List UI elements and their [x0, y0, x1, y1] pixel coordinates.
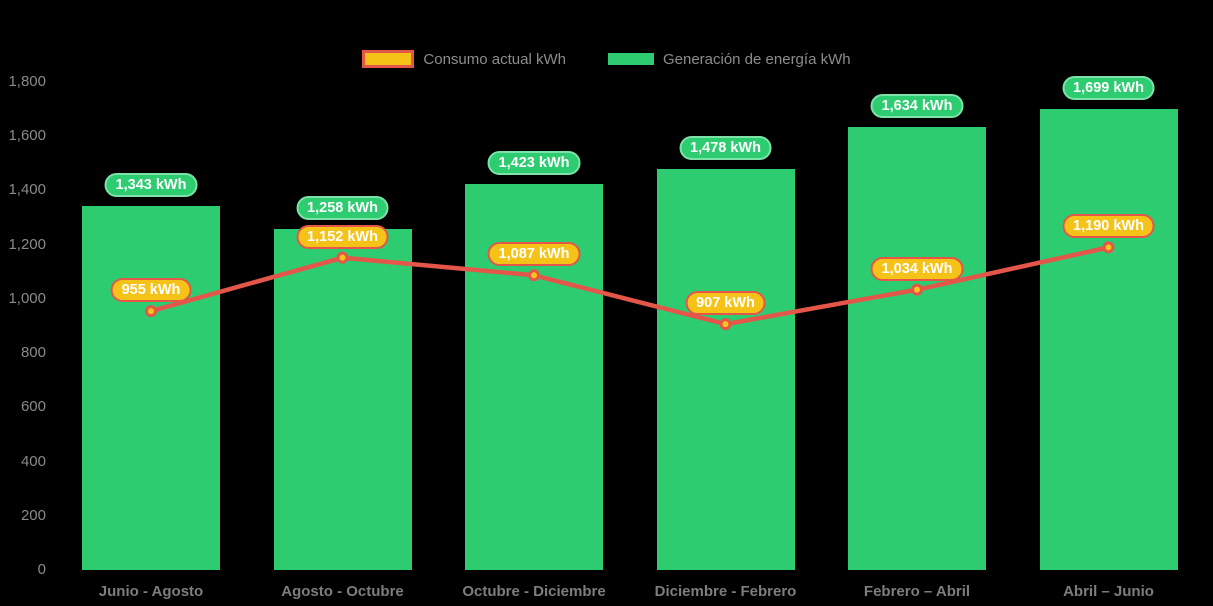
- generation-bar[interactable]: [1039, 109, 1178, 570]
- line-point[interactable]: [719, 318, 732, 331]
- consumo-swatch-icon: [362, 50, 415, 68]
- line-value-label: 1,034 kWh: [870, 256, 964, 281]
- y-axis-tick-label: 0: [37, 561, 46, 578]
- y-axis-tick-label: 800: [20, 344, 46, 362]
- line-value-label: 1,087 kWh: [487, 242, 581, 267]
- chart-legend: Consumo actual kWh Generación de energía…: [0, 50, 1213, 68]
- y-axis-tick-label: 1,800: [8, 73, 46, 90]
- generacion-swatch-icon: [607, 53, 654, 65]
- y-axis-tick-label: 1,400: [8, 181, 46, 199]
- generation-bar[interactable]: [848, 127, 986, 570]
- line-value-label: 1,190 kWh: [1062, 214, 1155, 239]
- consumption-line: [148, 245, 1111, 327]
- y-axis-tick-label: 1,000: [8, 289, 46, 307]
- bar-value-label: 1,699 kWh: [1062, 76, 1155, 101]
- legend-label-generacion: Generación de energía kWh: [662, 50, 851, 68]
- x-axis-category-label: Febrero – Abril: [863, 583, 971, 600]
- legend-item-consumo[interactable]: Consumo actual kWh: [362, 50, 566, 68]
- line-point[interactable]: [1102, 241, 1115, 254]
- y-axis-tick-label: 1,600: [8, 127, 46, 145]
- y-axis-tick-label: 400: [20, 452, 46, 470]
- line-value-label: 955 kWh: [110, 278, 192, 303]
- legend-item-generacion[interactable]: Generación de energía kWh: [607, 50, 851, 68]
- y-axis-tick-label: 200: [20, 506, 46, 524]
- line-value-label: 1,152 kWh: [296, 224, 389, 249]
- legend-label-consumo: Consumo actual kWh: [423, 50, 566, 68]
- line-point[interactable]: [145, 305, 157, 318]
- x-axis-category-label: Agosto - Octubre: [281, 583, 404, 600]
- bar-value-label: 1,343 kWh: [104, 172, 198, 197]
- generation-bar[interactable]: [656, 169, 795, 570]
- bar-value-label: 1,258 kWh: [296, 195, 389, 220]
- x-axis-category-label: Abril – Junio: [1063, 583, 1154, 600]
- y-axis-tick-label: 600: [20, 398, 46, 416]
- line-point[interactable]: [528, 269, 540, 282]
- line-point[interactable]: [336, 251, 349, 264]
- x-axis-category-label: Junio - Agosto: [98, 583, 204, 600]
- generation-bar[interactable]: [82, 205, 220, 570]
- line-point[interactable]: [911, 283, 923, 296]
- bar-value-label: 1,634 kWh: [870, 94, 964, 118]
- x-axis-category-label: Diciembre - Febrero: [654, 583, 797, 600]
- bar-value-label: 1,478 kWh: [679, 136, 772, 161]
- x-axis-category-label: Octubre - Diciembre: [462, 583, 606, 600]
- generation-bar[interactable]: [273, 228, 412, 570]
- line-value-label: 907 kWh: [685, 291, 766, 316]
- y-axis-tick-label: 1,200: [8, 235, 46, 253]
- bar-value-label: 1,423 kWh: [487, 151, 581, 176]
